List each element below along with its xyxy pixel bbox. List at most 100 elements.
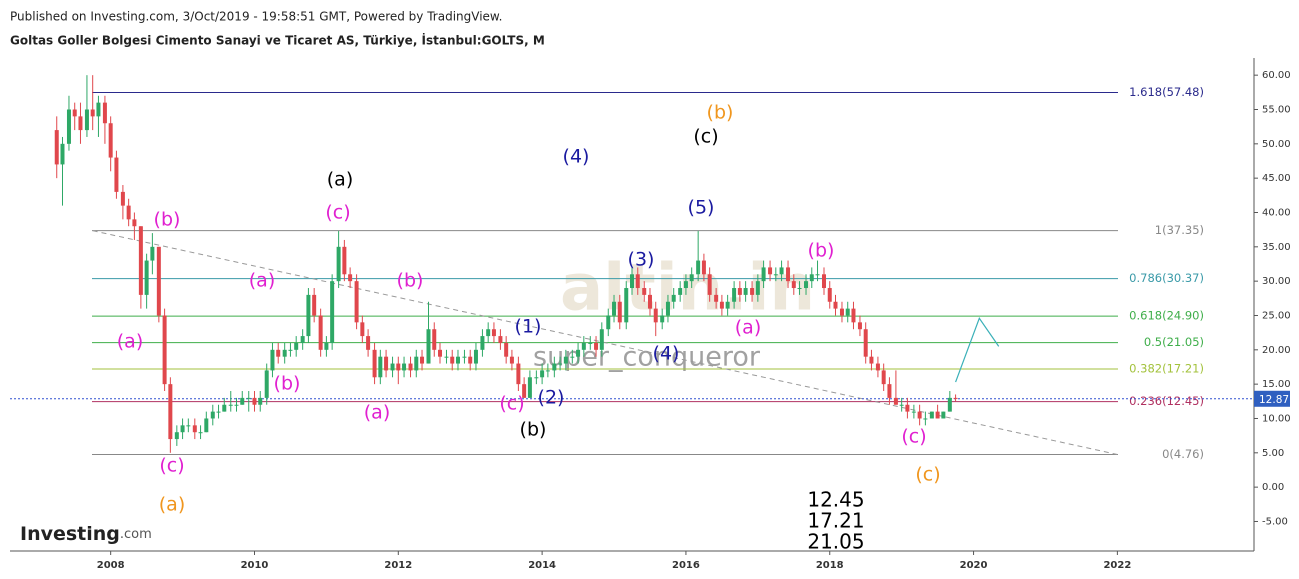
- wave-label: (b): [154, 209, 181, 231]
- y-tick-label: 35.00: [1262, 242, 1291, 253]
- fib-label: 1(37.35): [1155, 223, 1204, 237]
- candle-body: [516, 363, 521, 385]
- candle-body: [132, 219, 137, 227]
- candle-body: [114, 157, 119, 192]
- candle-body: [336, 246, 341, 282]
- trendline: [92, 230, 1118, 455]
- y-tick-label: 25.00: [1262, 310, 1291, 321]
- candle-body: [276, 349, 281, 357]
- watermark: altin.in: [560, 252, 815, 326]
- candle-body: [737, 288, 742, 295]
- note-value: 12.45: [807, 488, 864, 512]
- candle-body: [372, 349, 377, 378]
- candle-body: [642, 288, 647, 295]
- candle-body: [905, 404, 910, 412]
- candle-body: [258, 397, 263, 405]
- wave-label: (5): [688, 197, 715, 219]
- fib-label: 0.618(24.90): [1129, 309, 1204, 323]
- y-tick-label: 60.00: [1262, 70, 1291, 81]
- fib-label: 0.382(17.21): [1129, 361, 1204, 375]
- x-tick-label: 2016: [672, 560, 700, 571]
- candle-body: [216, 411, 221, 413]
- candle-body: [360, 322, 365, 337]
- candle-body: [432, 329, 437, 350]
- wave-label: (4): [563, 146, 590, 168]
- fib-label: 0(4.76): [1162, 447, 1204, 461]
- candle-body: [102, 102, 107, 124]
- wave-label: (c): [901, 426, 926, 448]
- candle-body: [450, 356, 455, 364]
- candle-body: [504, 342, 509, 357]
- candle-body: [222, 404, 227, 412]
- x-tick-label: 2012: [384, 560, 412, 571]
- candle-body: [491, 329, 496, 337]
- candle-body: [455, 356, 460, 364]
- x-tick-label: 2018: [816, 560, 844, 571]
- candle-body: [78, 116, 83, 131]
- candle-body: [66, 109, 71, 144]
- candle-body: [354, 281, 359, 323]
- candle-body: [791, 281, 796, 289]
- brand-suffix: .com: [120, 527, 152, 542]
- candle-body: [647, 294, 652, 309]
- candle-body: [683, 281, 688, 289]
- candle-body: [653, 308, 658, 323]
- candle-body: [234, 404, 239, 406]
- x-tick-label: 2008: [97, 560, 125, 571]
- candle-body: [606, 315, 611, 330]
- candle-body: [156, 246, 161, 316]
- candle-body: [462, 356, 467, 358]
- last-price-label: 12.87: [1259, 394, 1289, 406]
- candle-body: [438, 349, 443, 357]
- candle-body: [570, 356, 575, 358]
- candle-body: [180, 425, 185, 433]
- note-value: 17.21: [807, 509, 864, 533]
- candle-body: [426, 329, 431, 364]
- candle-body: [246, 397, 251, 399]
- candle-body: [696, 260, 701, 275]
- candle-body: [282, 349, 287, 357]
- candle-body: [815, 274, 820, 276]
- candle-body: [378, 356, 383, 378]
- candle-body: [833, 301, 838, 309]
- y-tick-label: 20.00: [1262, 345, 1291, 356]
- candle-body: [204, 418, 209, 433]
- fib-label: 0.236(12.45): [1129, 394, 1204, 408]
- candle-body: [144, 260, 149, 295]
- candle-body: [210, 411, 215, 419]
- candle-body: [881, 370, 886, 385]
- brand-logo: Investing.com: [20, 523, 152, 545]
- candle-body: [54, 130, 59, 165]
- candle-body: [486, 329, 491, 337]
- candle-body: [851, 308, 856, 323]
- candle-body: [689, 274, 694, 282]
- candle-body: [60, 143, 65, 165]
- candle-body: [312, 294, 317, 316]
- candle-body: [929, 411, 934, 419]
- candle-body: [384, 356, 389, 371]
- candle-body: [264, 370, 269, 398]
- candle-body: [150, 246, 155, 261]
- candle-body: [252, 397, 257, 405]
- candle-body: [588, 342, 593, 344]
- note-value: 21.05: [807, 530, 864, 554]
- candle-body: [366, 336, 371, 350]
- candle-body: [108, 123, 113, 158]
- candle-body: [138, 226, 143, 295]
- candle-body: [168, 384, 173, 440]
- candle-body: [72, 109, 77, 117]
- candle-body: [552, 363, 557, 371]
- candle-body: [768, 267, 773, 275]
- x-tick-label: 2010: [241, 560, 269, 571]
- candle-body: [887, 384, 892, 398]
- candle-body: [174, 432, 179, 440]
- candle-body: [545, 370, 550, 372]
- y-tick-label: -5.00: [1262, 516, 1288, 527]
- candle-body: [527, 377, 532, 398]
- y-tick-label: 0.00: [1262, 482, 1284, 493]
- candle-body: [665, 301, 670, 316]
- wave-label: (c): [915, 464, 940, 486]
- x-tick-label: 2022: [1103, 560, 1131, 571]
